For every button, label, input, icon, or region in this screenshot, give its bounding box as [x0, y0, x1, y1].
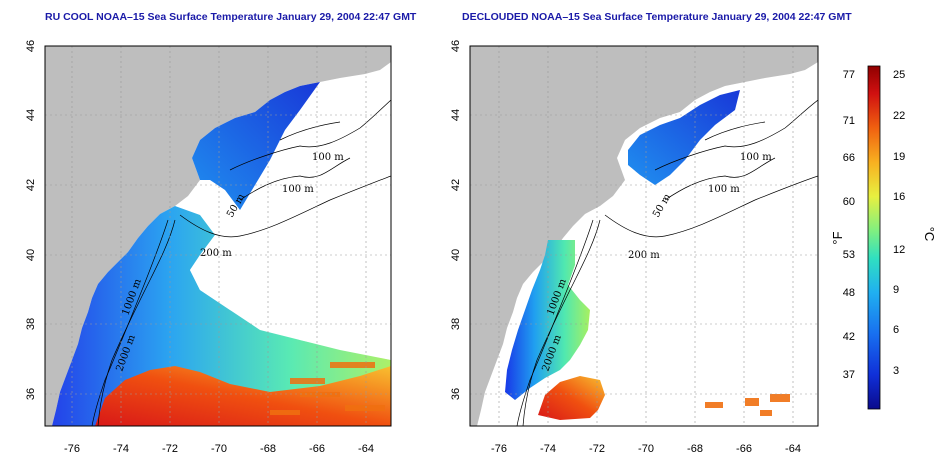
left-map-frame [44, 45, 392, 427]
right-y-tick-40: 40 [450, 249, 462, 261]
left-x-tick-70: -70 [211, 443, 227, 455]
cbar-c-tick-22: 22 [893, 110, 905, 122]
right-warm-patches [705, 394, 790, 416]
right-contour-label-200m: 200 m [628, 250, 660, 261]
right-gulf-of-maine-water [628, 90, 740, 185]
right-gulf-stream [538, 376, 605, 420]
cbar-f-tick-66: 66 [843, 152, 855, 164]
right-x-tick-64: -64 [785, 443, 801, 455]
right-grid [470, 46, 818, 426]
left-map-panel: 100 m 100 m 50 m 200 m 1000 m 2000 m 46 … [25, 40, 392, 455]
right-x-ticks: -76 -74 -72 -70 -68 -66 -64 [491, 443, 801, 455]
left-contour-label-200m: 200 m [200, 248, 232, 259]
right-map-panel: 100 m 100 m 50 m 200 m 1000 m 2000 m 46 … [450, 40, 819, 455]
left-warm-streaks [270, 362, 385, 415]
left-x-tick-72: -72 [162, 443, 178, 455]
cbar-f-tick-71: 71 [843, 115, 855, 127]
left-contour-label-100m-b: 100 m [282, 184, 314, 195]
right-x-tick-66: -66 [736, 443, 752, 455]
left-open-ocean [190, 180, 391, 290]
right-y-ticks: 46 44 42 40 38 36 [450, 40, 462, 400]
right-y-tick-38: 38 [450, 318, 462, 330]
left-x-tick-66: -66 [309, 443, 325, 455]
left-y-tick-46: 46 [25, 40, 37, 52]
cbar-c-tick-9: 9 [893, 284, 899, 296]
cbar-c-tick-16: 16 [893, 191, 905, 203]
colorbar-celsius-ticks: 25 22 19 16 12 9 6 3 [893, 69, 905, 377]
left-y-ticks: 46 44 42 40 38 36 [25, 40, 37, 400]
right-x-tick-72: -72 [589, 443, 605, 455]
right-contours [516, 99, 818, 426]
cbar-c-tick-25: 25 [893, 69, 905, 81]
right-panel-title: DECLOUDED NOAA–15 Sea Surface Temperatur… [462, 11, 852, 23]
right-contour-label-100m-a: 100 m [740, 152, 772, 163]
right-x-tick-74: -74 [540, 443, 556, 455]
left-x-ticks: -76 -74 -72 -70 -68 -66 -64 [64, 443, 374, 455]
right-y-tick-44: 44 [450, 109, 462, 121]
right-y-tick-42: 42 [450, 179, 462, 191]
left-y-tick-44: 44 [25, 109, 37, 121]
left-x-tick-76: -76 [64, 443, 80, 455]
left-y-tick-36: 36 [25, 388, 37, 400]
left-x-tick-74: -74 [113, 443, 129, 455]
left-y-tick-40: 40 [25, 249, 37, 261]
cbar-f-tick-42: 42 [843, 331, 855, 343]
left-panel-title: RU COOL NOAA–15 Sea Surface Temperature … [45, 11, 417, 23]
left-gulf-of-maine-water [192, 82, 320, 210]
left-land [45, 46, 391, 426]
right-x-tick-68: -68 [687, 443, 703, 455]
left-grid [45, 46, 391, 426]
left-cloud-region [200, 250, 391, 360]
left-shelf-water [52, 206, 391, 426]
colorbar-gradient [867, 65, 881, 410]
cbar-f-tick-60: 60 [843, 196, 855, 208]
right-x-tick-70: -70 [638, 443, 654, 455]
right-shelf-water [505, 240, 590, 400]
right-land [470, 46, 818, 426]
colorbar: 77 71 66 60 53 48 42 37 25 22 19 16 12 9… [830, 65, 937, 410]
cbar-c-tick-19: 19 [893, 151, 905, 163]
right-y-tick-46: 46 [450, 40, 462, 52]
left-y-tick-42: 42 [25, 179, 37, 191]
cbar-f-tick-53: 53 [843, 249, 855, 261]
colorbar-fahrenheit-ticks: 77 71 66 60 53 48 42 37 [843, 69, 855, 381]
right-x-tick-76: -76 [491, 443, 507, 455]
left-x-tick-68: -68 [260, 443, 276, 455]
right-y-tick-36: 36 [450, 388, 462, 400]
right-contour-label-100m-b: 100 m [708, 184, 740, 195]
cbar-f-tick-77: 77 [843, 69, 855, 81]
cbar-c-tick-3: 3 [893, 365, 899, 377]
left-contour-label-50m: 50 m [225, 192, 247, 220]
cbar-f-tick-48: 48 [843, 287, 855, 299]
left-x-tick-64: -64 [358, 443, 374, 455]
cbar-fahrenheit-label: °F [830, 231, 845, 244]
right-map-frame [469, 45, 819, 427]
left-contours [91, 99, 391, 426]
cbar-c-tick-12: 12 [893, 244, 905, 256]
cbar-f-tick-37: 37 [843, 369, 855, 381]
cbar-celsius-label: °C [922, 227, 937, 242]
cbar-c-tick-6: 6 [893, 324, 899, 336]
right-contour-label-50m: 50 m [651, 192, 673, 220]
left-contour-label-100m-a: 100 m [312, 152, 344, 163]
left-y-tick-38: 38 [25, 318, 37, 330]
